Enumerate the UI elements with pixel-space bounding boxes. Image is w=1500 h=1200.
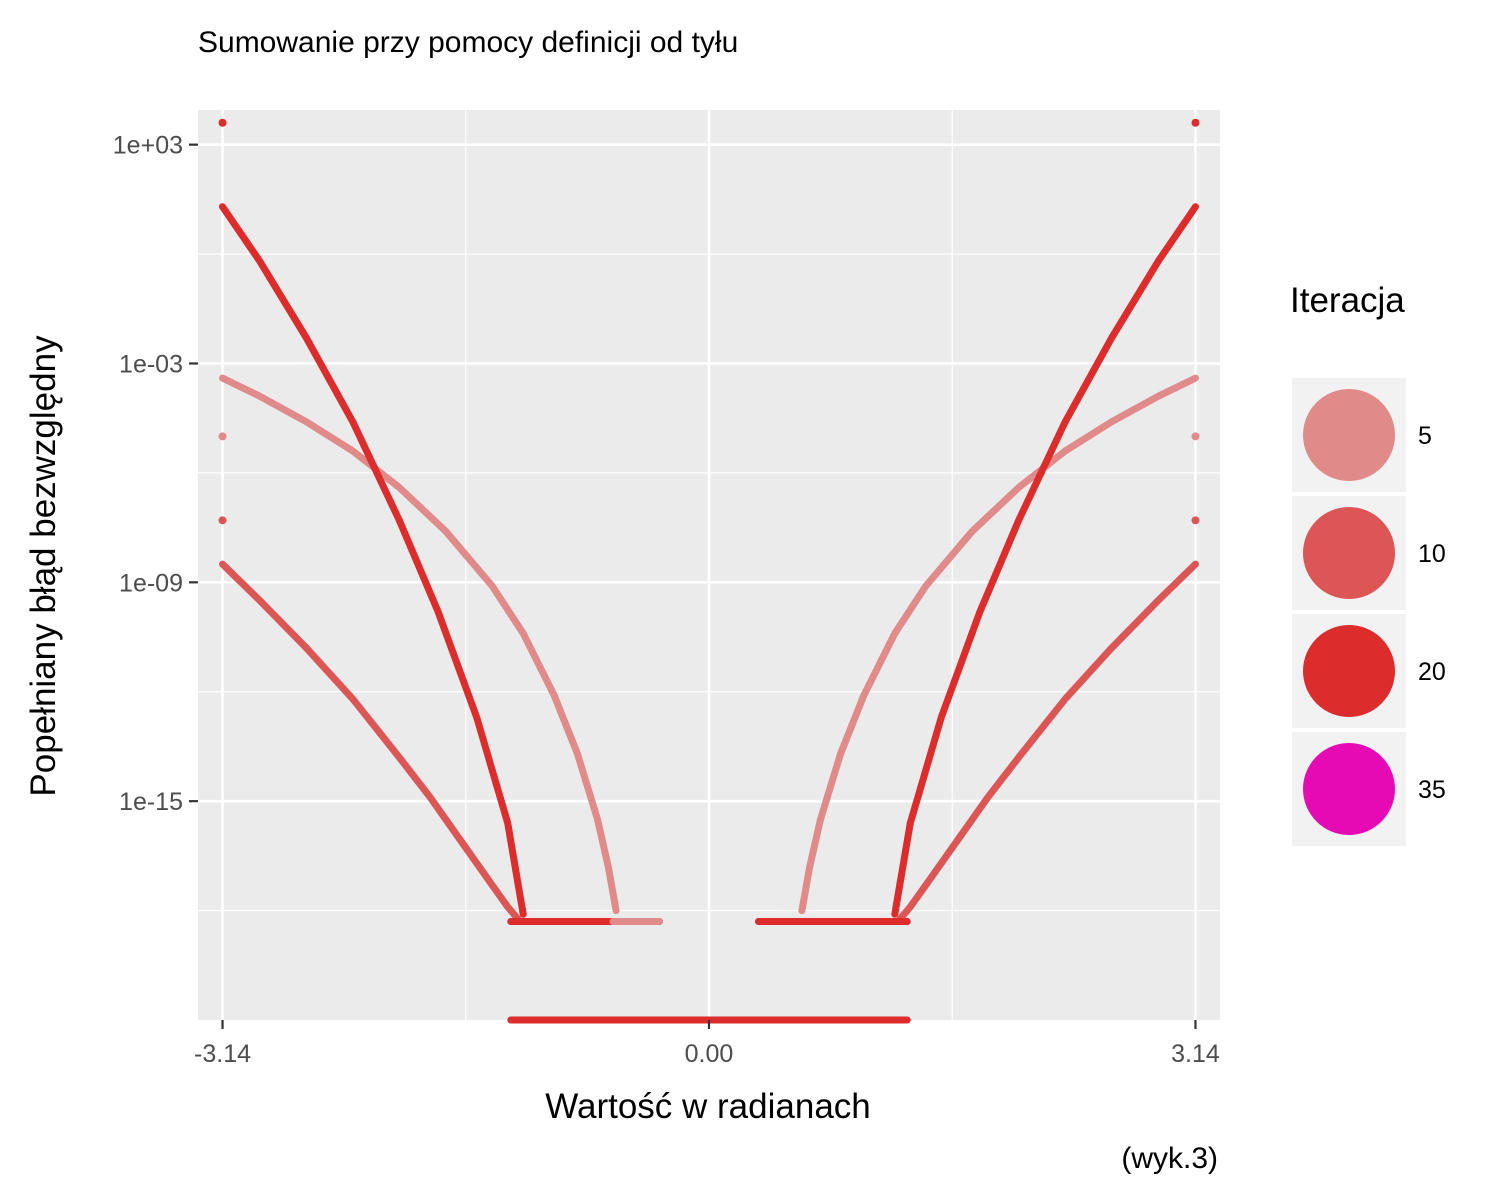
legend-label: 20	[1418, 658, 1446, 686]
legend-key-dot	[1303, 625, 1395, 717]
x-tick-label: -3.14	[194, 1040, 251, 1068]
legend-keys: 5 10 20 35	[1292, 378, 1446, 846]
y-axis-title: Popełniany błąd bezwzględny	[24, 335, 63, 797]
legend-item-10: 10	[1292, 496, 1446, 610]
x-tick-label: 0.00	[685, 1040, 734, 1068]
chart-title: Sumowanie przy pomocy definicji od tyłu	[198, 26, 738, 59]
edge-point	[218, 516, 227, 525]
series-line	[798, 374, 1199, 915]
y-tick-label: 1e-03	[119, 350, 183, 378]
edge-point	[218, 118, 227, 127]
series-line	[219, 203, 527, 918]
edge-point	[1191, 432, 1200, 441]
series-line	[891, 203, 1199, 918]
series-line	[219, 560, 524, 925]
legend-label: 5	[1418, 422, 1432, 450]
legend-item-20: 20	[1292, 614, 1446, 728]
x-tick-label: 3.14	[1171, 1040, 1220, 1068]
legend-key-dot	[1303, 389, 1395, 481]
y-tick-label: 1e+03	[113, 132, 183, 160]
edge-point	[1191, 516, 1200, 525]
series-10	[219, 560, 1199, 925]
data-marks	[218, 118, 1200, 1024]
edge-point	[218, 432, 227, 441]
x-axis: -3.14 0.00 3.14	[194, 1020, 1220, 1068]
series-line	[219, 374, 620, 915]
legend-key-dot	[1303, 743, 1395, 835]
chart-caption: (wyk.3)	[1121, 1142, 1218, 1175]
series-line	[894, 560, 1199, 925]
series-5	[219, 374, 1199, 915]
legend-item-35: 35	[1292, 732, 1446, 846]
legend-label: 10	[1418, 540, 1446, 568]
y-tick-label: 1e-09	[119, 569, 183, 597]
legend-label: 35	[1418, 776, 1446, 804]
x-axis-title: Wartość w radianach	[545, 1087, 871, 1126]
plot-panel	[198, 110, 1220, 1024]
y-tick-label: 1e-15	[119, 788, 183, 816]
y-axis: 1e+03 1e-03 1e-09 1e-15	[113, 132, 198, 816]
legend: Iteracja 5 10 20 35	[1290, 281, 1446, 846]
legend-item-5: 5	[1292, 378, 1432, 492]
series-20	[219, 203, 1199, 918]
legend-title: Iteracja	[1290, 281, 1405, 320]
legend-key-dot	[1303, 507, 1395, 599]
edge-point	[1191, 118, 1200, 127]
